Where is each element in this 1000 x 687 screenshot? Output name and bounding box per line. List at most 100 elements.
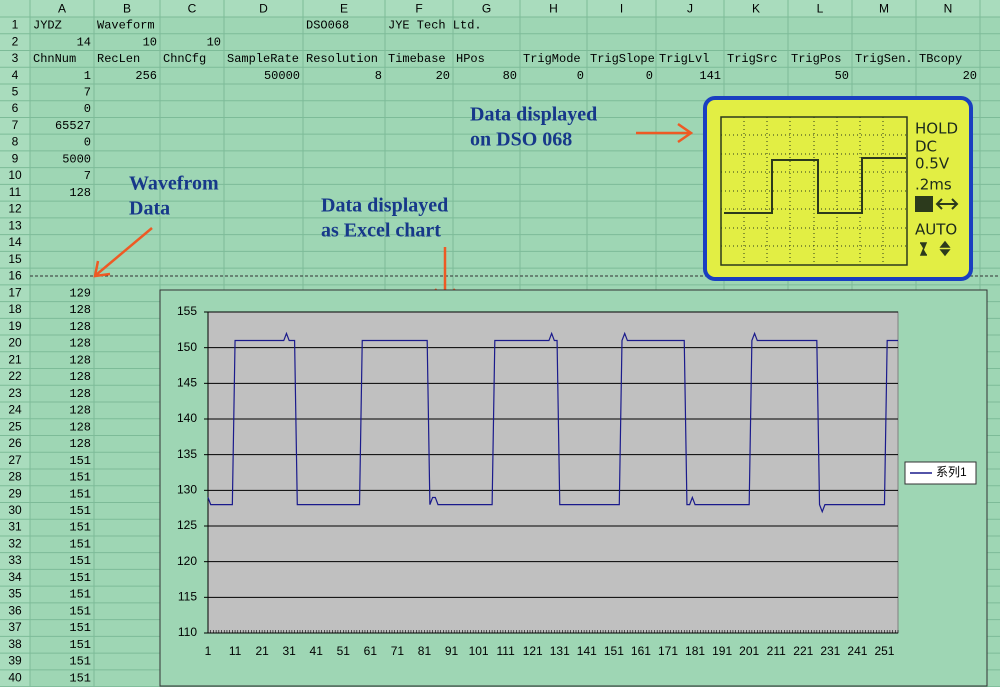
annotation: Data xyxy=(129,198,170,220)
annotation: on DSO 068 xyxy=(470,129,572,151)
cell: 256 xyxy=(135,69,157,83)
annotation: Wavefrom xyxy=(129,173,219,195)
cell: 151 xyxy=(69,571,91,585)
cell: 141 xyxy=(699,69,721,83)
cell: 128 xyxy=(69,320,91,334)
cell: 65527 xyxy=(55,119,91,133)
x-tick-label: 31 xyxy=(282,644,296,658)
x-tick-label: 151 xyxy=(604,644,624,658)
row-header: 27 xyxy=(8,453,22,467)
lcd-icon xyxy=(935,198,959,210)
y-tick-label: 115 xyxy=(178,590,197,604)
cell: 20 xyxy=(436,69,450,83)
cell: 151 xyxy=(69,487,91,501)
cell: 5000 xyxy=(62,152,91,166)
row-header: 6 xyxy=(12,101,19,115)
row-header: 23 xyxy=(8,386,22,400)
column-header: H xyxy=(549,2,558,16)
cell: 0 xyxy=(84,102,91,116)
row-header: 4 xyxy=(12,68,19,82)
y-tick-label: 145 xyxy=(177,376,197,390)
row-header: 33 xyxy=(8,553,22,567)
cell: 151 xyxy=(69,671,91,685)
lcd-status: HOLD xyxy=(915,120,958,138)
row-header: 17 xyxy=(8,285,22,299)
legend-box xyxy=(904,461,977,485)
row-header: 18 xyxy=(8,302,22,316)
header-bar xyxy=(0,0,1000,17)
y-tick-label: 135 xyxy=(177,447,197,461)
cell: 10 xyxy=(143,35,157,49)
cell: 128 xyxy=(69,387,91,401)
cell: 128 xyxy=(69,404,91,418)
row-header: 19 xyxy=(8,319,22,333)
cell: 151 xyxy=(69,638,91,652)
row-header: 32 xyxy=(8,536,22,550)
cell: DSO068 xyxy=(306,19,349,33)
x-tick-label: 61 xyxy=(364,644,378,658)
y-tick-label: 140 xyxy=(177,411,197,425)
row-header: 40 xyxy=(8,670,22,684)
annotation: Data displayed xyxy=(470,104,597,126)
x-tick-label: 1 xyxy=(205,644,212,658)
cell: 151 xyxy=(69,504,91,518)
lcd-coupling: DC xyxy=(915,138,937,156)
cell: JYDZ xyxy=(33,19,62,33)
cell: Resolution xyxy=(306,52,378,66)
row-header: 2 xyxy=(12,34,19,48)
row-header: 30 xyxy=(8,503,22,517)
x-tick-label: 41 xyxy=(310,644,324,658)
arrow-head xyxy=(677,122,694,144)
legend-label: 系列1 xyxy=(936,465,967,479)
cell: ChnNum xyxy=(33,52,76,66)
row-header: 35 xyxy=(8,587,22,601)
cell: 151 xyxy=(69,521,91,535)
row-header: 26 xyxy=(8,436,22,450)
cell: ChnCfg xyxy=(163,52,206,66)
column-header: L xyxy=(817,2,824,16)
row-header: 28 xyxy=(8,470,22,484)
row-header: 25 xyxy=(8,419,22,433)
cells: A B C D E F G H I J K L M N12345678910111213141516171… xyxy=(8,2,977,686)
y-tick-label: 155 xyxy=(177,304,197,318)
cell: 20 xyxy=(963,69,977,83)
row-header: 15 xyxy=(8,252,22,266)
cell: Timebase xyxy=(388,52,446,66)
cell: 151 xyxy=(69,537,91,551)
cell: 7 xyxy=(84,86,91,100)
row-header: 22 xyxy=(8,369,22,383)
y-tick-label: 110 xyxy=(178,625,197,639)
row-header: 8 xyxy=(12,135,19,149)
row-header: 38 xyxy=(8,637,22,651)
lcd-icon xyxy=(919,240,951,257)
cell: TrigPos xyxy=(791,52,841,66)
column-header: J xyxy=(687,2,693,16)
x-tick-label: 121 xyxy=(523,644,543,658)
cell: 50 xyxy=(835,69,849,83)
row-header: 12 xyxy=(8,202,22,216)
column-header: A xyxy=(58,2,66,16)
x-tick-label: 11 xyxy=(229,644,242,658)
row-header: 34 xyxy=(8,570,22,584)
x-tick-label: 21 xyxy=(255,644,269,658)
cell: 128 xyxy=(69,437,91,451)
cell: 151 xyxy=(69,604,91,618)
cell: 129 xyxy=(69,286,91,300)
series-line xyxy=(207,331,898,514)
cell: 128 xyxy=(69,337,91,351)
x-tick-label: 81 xyxy=(418,644,432,658)
row-header: 24 xyxy=(8,403,22,417)
row-header: 7 xyxy=(12,118,19,132)
lcd-volts: 0.5V xyxy=(915,155,950,173)
cell: SampleRate xyxy=(227,52,299,66)
x-tick-label: 211 xyxy=(767,644,786,658)
lcd-frame xyxy=(703,96,973,281)
column-header: D xyxy=(259,2,268,16)
row-header: 37 xyxy=(8,620,22,634)
cell: 1 xyxy=(84,69,91,83)
cell: 0 xyxy=(84,136,91,150)
row-header: 29 xyxy=(8,486,22,500)
cell: 128 xyxy=(69,420,91,434)
x-tick-label: 111 xyxy=(497,644,516,658)
